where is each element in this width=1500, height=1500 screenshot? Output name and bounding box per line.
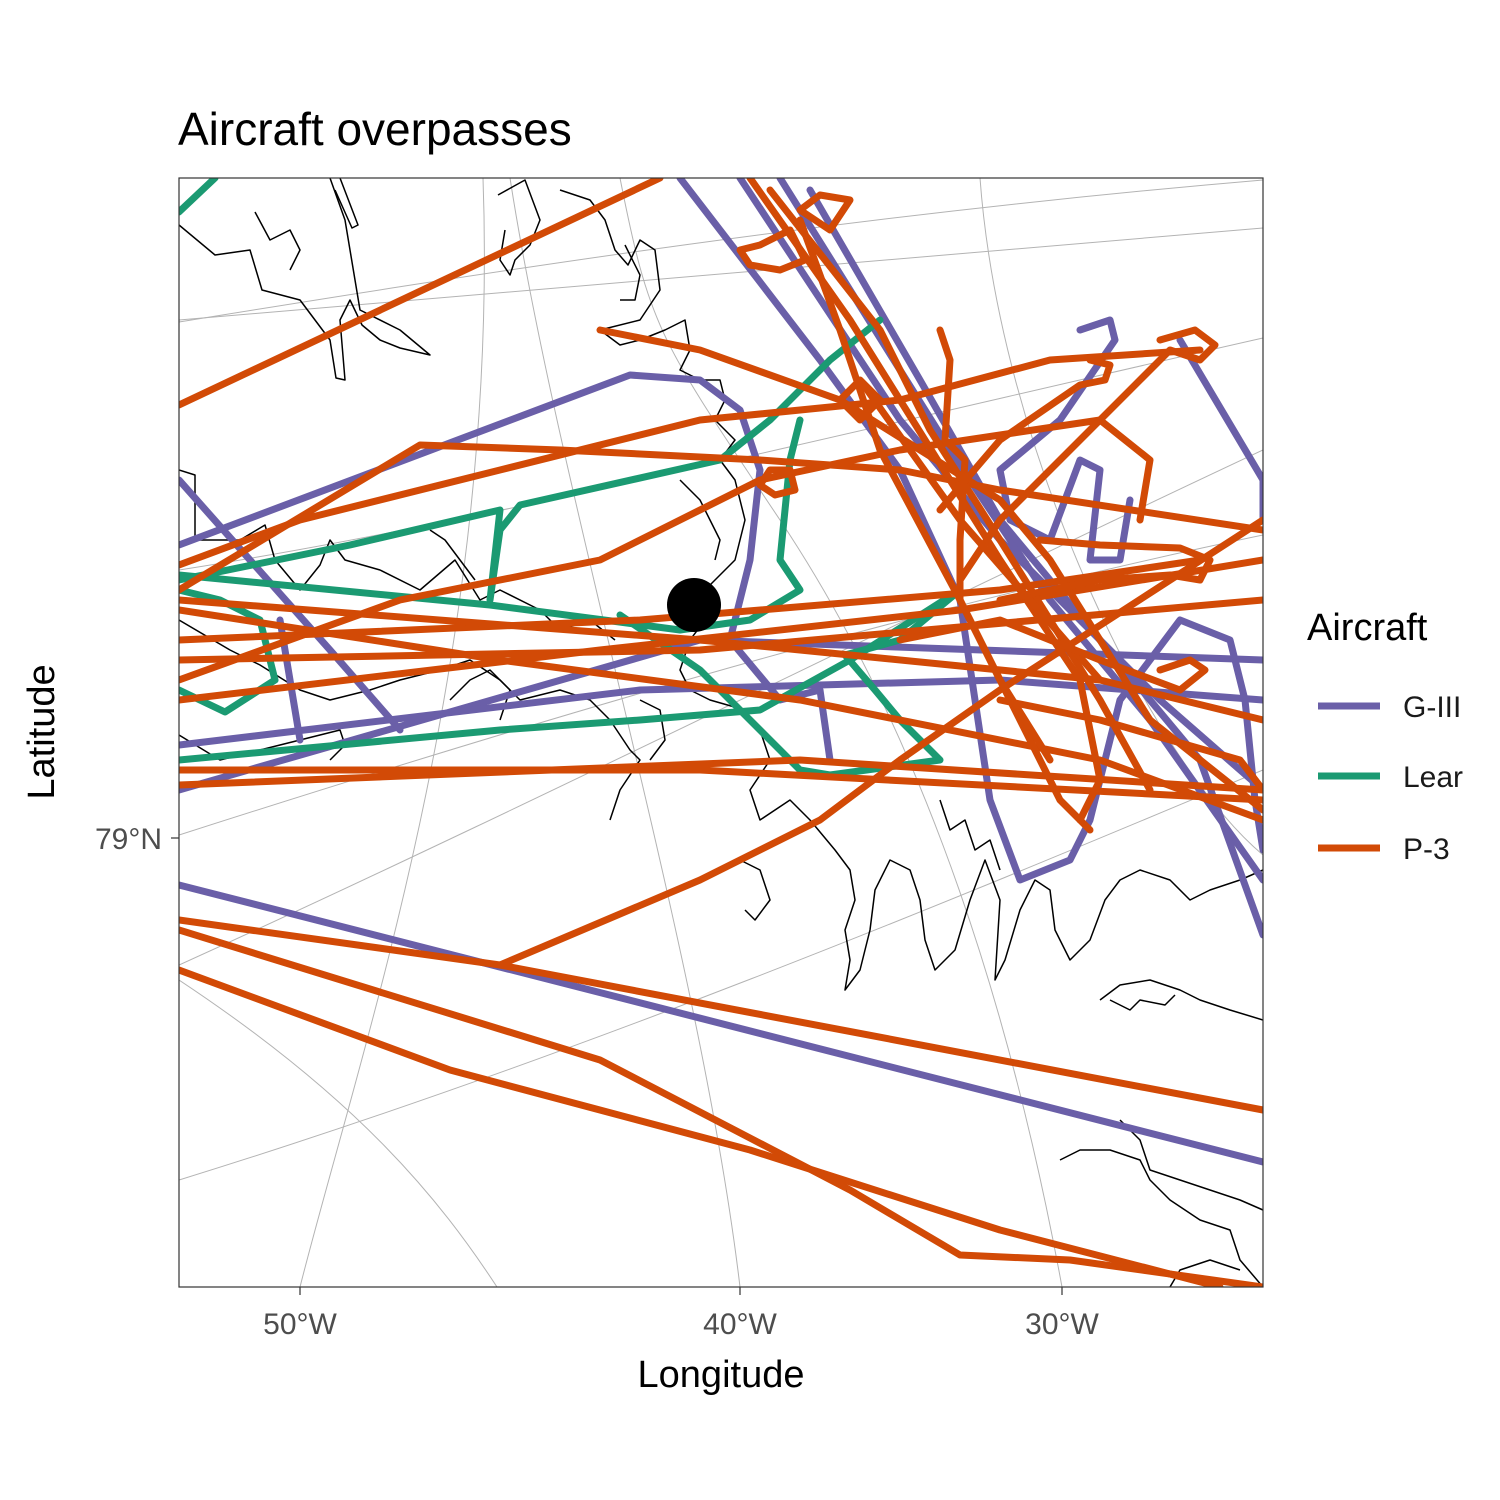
lear-track (179, 316, 884, 604)
g-iii-track (179, 881, 1263, 1166)
p3-track (596, 326, 1263, 814)
p3-track (179, 416, 1154, 684)
longitude-gridline (299, 178, 485, 1287)
legend-label-g-iii: G-III (1403, 691, 1461, 724)
p3-track (496, 516, 1263, 969)
p3-track (896, 616, 1209, 694)
g-iii-track (179, 476, 404, 734)
longitude-gridline (509, 178, 741, 1287)
p3-track (836, 376, 1104, 684)
legend-title: Aircraft (1307, 607, 1428, 649)
x-tick-label: 40°W (703, 1308, 777, 1341)
p3-track (179, 926, 1263, 1287)
p3-track (736, 226, 809, 274)
lear-track (616, 586, 964, 779)
x-tick-label: 50°W (263, 1308, 337, 1341)
g-iii-track (996, 316, 1134, 564)
p3-track (936, 356, 1114, 514)
p3-track (179, 346, 1204, 569)
p3-track (179, 966, 1224, 1287)
p3-track (756, 466, 799, 499)
y-axis-title: Latitude (21, 664, 63, 799)
p3-track (996, 536, 1214, 604)
g-iii-track (179, 371, 834, 764)
longitude-gridline (619, 178, 1063, 1287)
map-panel (178, 177, 1264, 1288)
p3-track (179, 766, 1263, 804)
p3-track (179, 596, 1263, 664)
panel-background (179, 178, 1263, 1287)
p3-track (746, 178, 1104, 824)
g-iii-track (1176, 336, 1263, 524)
panel-border (178, 177, 1264, 1288)
p3-track (179, 756, 1263, 794)
site-marker (667, 578, 721, 632)
p3-track (179, 596, 1263, 724)
legend-label-p3: P-3 (1403, 833, 1450, 866)
p3-track (956, 326, 1219, 584)
g-iii-track (676, 178, 1263, 884)
x-axis: 50°W 40°W 30°W Longitude (263, 1287, 1100, 1396)
p3-track (936, 326, 1054, 764)
legend: Aircraft G-III Lear P-3 (1307, 607, 1463, 866)
p3-track (179, 556, 1204, 644)
latitude-gridline (179, 179, 1263, 323)
y-axis: 79°N Latitude (21, 664, 179, 856)
longitude-gridline (179, 979, 498, 1287)
tracks-p3 (179, 178, 1263, 1287)
chart-title: Aircraft overpasses (178, 103, 572, 155)
p3-track (996, 696, 1263, 794)
p3-track (179, 178, 664, 409)
y-tick-label: 79°N (95, 823, 162, 856)
p3-track (179, 556, 1263, 704)
legend-label-lear: Lear (1403, 761, 1463, 794)
x-axis-title: Longitude (638, 1354, 805, 1396)
p3-track (796, 191, 854, 234)
p3-track (179, 606, 1263, 824)
latitude-gridline (179, 769, 1263, 1181)
lear-track (179, 178, 219, 216)
x-tick-label: 30°W (1025, 1308, 1099, 1341)
p3-track (179, 441, 1263, 594)
